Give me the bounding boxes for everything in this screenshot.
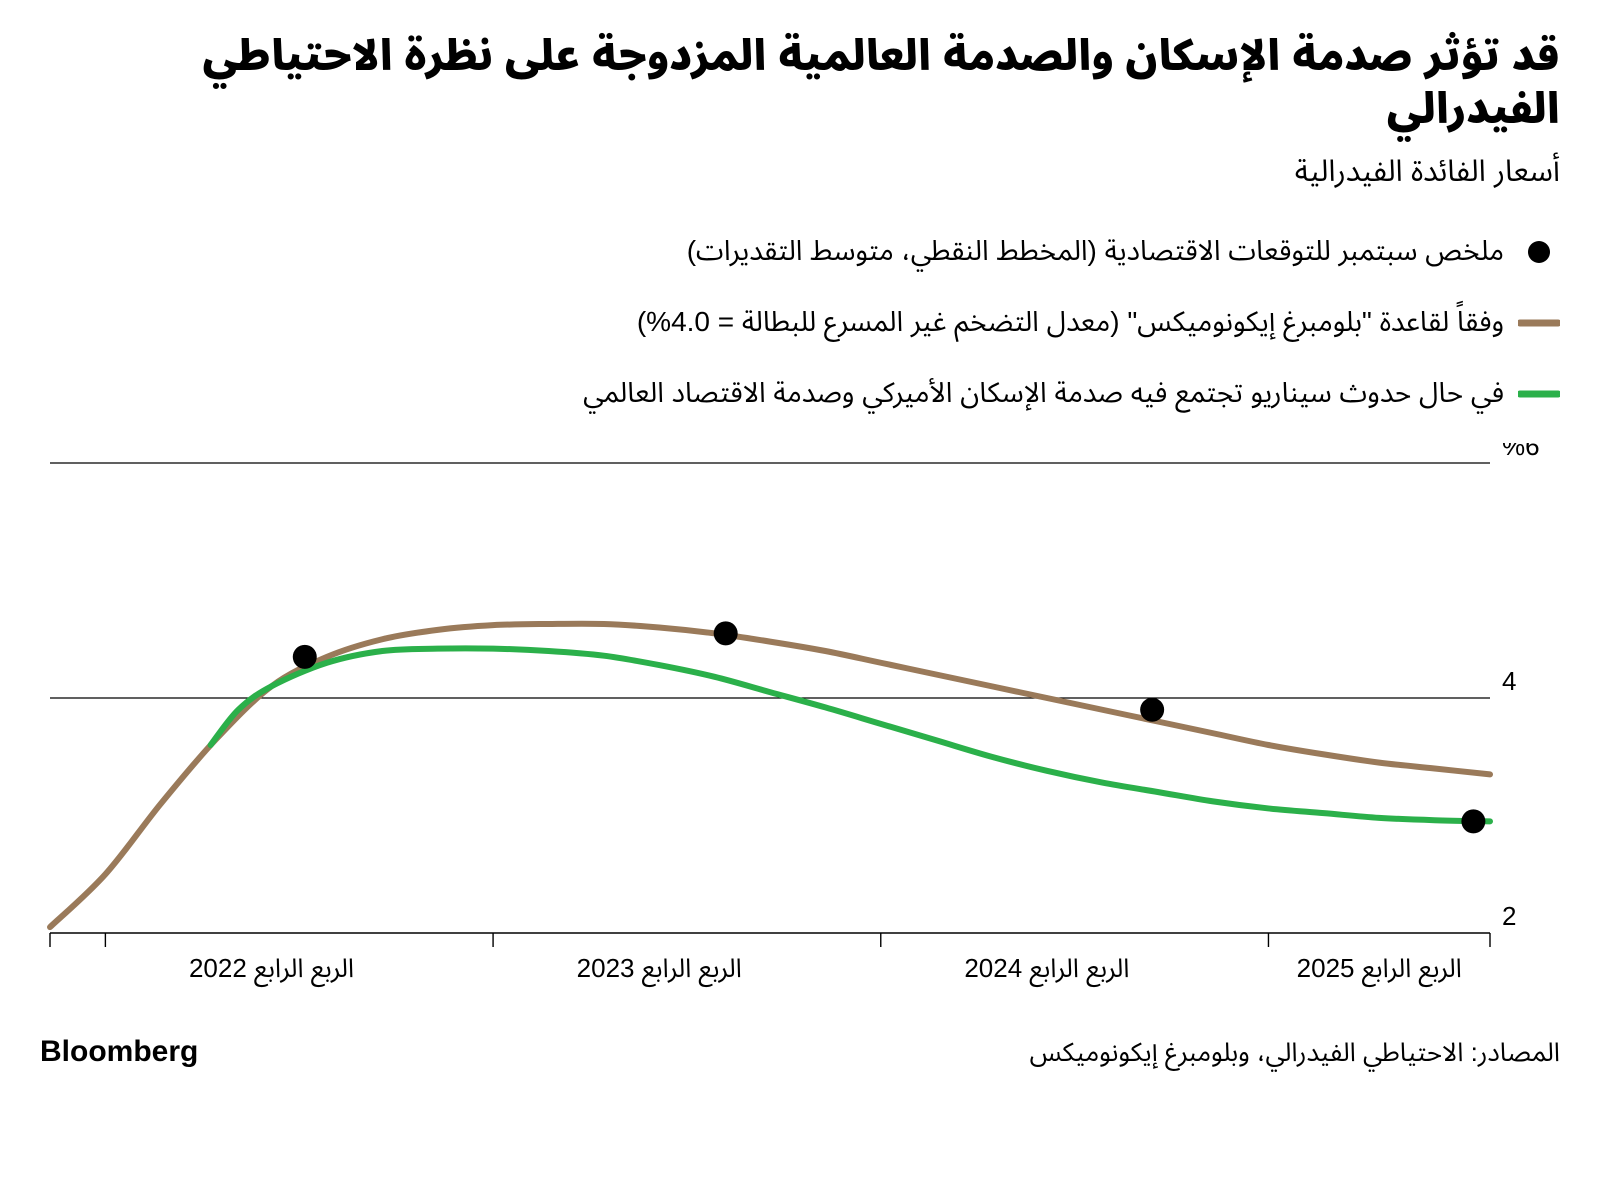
line-icon — [1518, 308, 1560, 338]
source-text: المصادر: الاحتياطي الفيدرالي، وبلومبرغ إ… — [1030, 1026, 1560, 1081]
legend-label: في حال حدوث سيناريو تجتمع فيه صدمة الإسك… — [583, 364, 1504, 423]
x-tick-label: الربع الرابع 2022 — [189, 953, 354, 988]
data-dot — [293, 645, 317, 669]
series-green — [211, 648, 1490, 821]
x-tick-label: الربع الرابع 2023 — [577, 953, 742, 988]
series-brown — [50, 624, 1490, 927]
chart-footer: المصادر: الاحتياطي الفيدرالي، وبلومبرغ إ… — [40, 1026, 1560, 1081]
data-dot — [1461, 809, 1485, 833]
y-tick-label: 4 — [1502, 666, 1516, 696]
data-dot — [714, 621, 738, 645]
chart-container: قد تؤثر صدمة الإسكان والصدمة العالمية ال… — [0, 0, 1600, 1101]
data-dot — [1140, 698, 1164, 722]
line-icon — [1518, 379, 1560, 409]
legend-item-1: وفقاً لقاعدة "بلومبرغ إيكونوميكس" (معدل … — [40, 293, 1560, 352]
legend-item-2: في حال حدوث سيناريو تجتمع فيه صدمة الإسك… — [40, 364, 1560, 423]
y-tick-label: 2 — [1502, 901, 1516, 931]
x-tick-label: الربع الرابع 2025 — [1297, 953, 1462, 988]
x-tick-label: الربع الرابع 2024 — [964, 953, 1129, 988]
y-tick-label: %6 — [1502, 443, 1540, 461]
chart-plot: 2 4 %6 الربع الرابع 2022 الربع الرابع 2023 ال… — [40, 443, 1560, 1008]
brand-logo: Bloomberg — [40, 1035, 198, 1069]
legend-label: وفقاً لقاعدة "بلومبرغ إيكونوميكس" (معدل … — [637, 293, 1504, 352]
dot-icon — [1518, 237, 1560, 267]
chart-subtitle: أسعار الفائدة الفيدرالية — [40, 141, 1560, 204]
chart-svg: 2 4 %6 الربع الرابع 2022 الربع الرابع 2023 ال… — [40, 443, 1560, 1003]
chart-title: قد تؤثر صدمة الإسكان والصدمة العالمية ال… — [40, 30, 1560, 135]
legend: ملخص سبتمبر للتوقعات الاقتصادية (المخطط … — [40, 222, 1560, 423]
legend-label: ملخص سبتمبر للتوقعات الاقتصادية (المخطط … — [687, 222, 1504, 281]
legend-item-0: ملخص سبتمبر للتوقعات الاقتصادية (المخطط … — [40, 222, 1560, 281]
